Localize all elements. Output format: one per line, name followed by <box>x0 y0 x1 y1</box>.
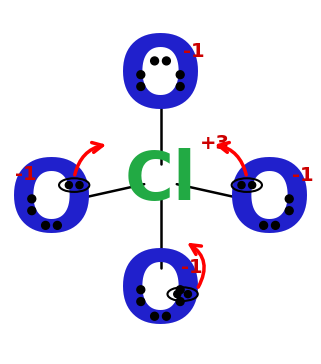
Circle shape <box>76 182 83 189</box>
Circle shape <box>65 182 73 189</box>
Text: +3: +3 <box>200 134 230 153</box>
Text: O: O <box>227 156 312 253</box>
Circle shape <box>248 182 256 189</box>
Text: -1: -1 <box>15 165 37 183</box>
Circle shape <box>151 312 159 320</box>
Circle shape <box>42 221 49 229</box>
Circle shape <box>184 290 191 298</box>
Circle shape <box>28 195 36 203</box>
Circle shape <box>137 71 145 79</box>
Text: O: O <box>9 156 94 253</box>
Circle shape <box>28 207 36 215</box>
Circle shape <box>176 83 184 90</box>
Text: Cl: Cl <box>125 147 196 214</box>
Circle shape <box>137 286 145 294</box>
Text: O: O <box>118 32 203 129</box>
Circle shape <box>53 221 61 229</box>
Circle shape <box>285 195 293 203</box>
Circle shape <box>176 71 184 79</box>
Circle shape <box>137 83 145 90</box>
Circle shape <box>162 57 170 65</box>
Text: -1: -1 <box>183 42 205 61</box>
Circle shape <box>238 182 245 189</box>
Text: -1: -1 <box>181 258 203 277</box>
Text: -1: -1 <box>292 166 314 185</box>
Text: O: O <box>118 247 203 344</box>
Circle shape <box>151 57 159 65</box>
Circle shape <box>285 207 293 215</box>
Circle shape <box>137 298 145 305</box>
Circle shape <box>260 221 268 229</box>
Circle shape <box>162 312 170 320</box>
Circle shape <box>272 221 279 229</box>
Circle shape <box>174 290 181 298</box>
Circle shape <box>176 298 184 305</box>
Circle shape <box>176 286 184 294</box>
